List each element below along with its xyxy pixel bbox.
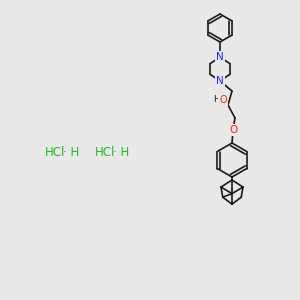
Text: · H: · H [63,146,79,158]
Text: H: H [213,95,219,104]
Text: HCl: HCl [95,146,116,158]
Text: HCl: HCl [45,146,65,158]
Text: N: N [216,52,224,62]
Text: N: N [216,52,224,62]
Text: O: O [229,125,237,135]
Text: · H: · H [113,146,129,158]
Text: O: O [219,95,227,105]
Text: N: N [216,76,224,86]
